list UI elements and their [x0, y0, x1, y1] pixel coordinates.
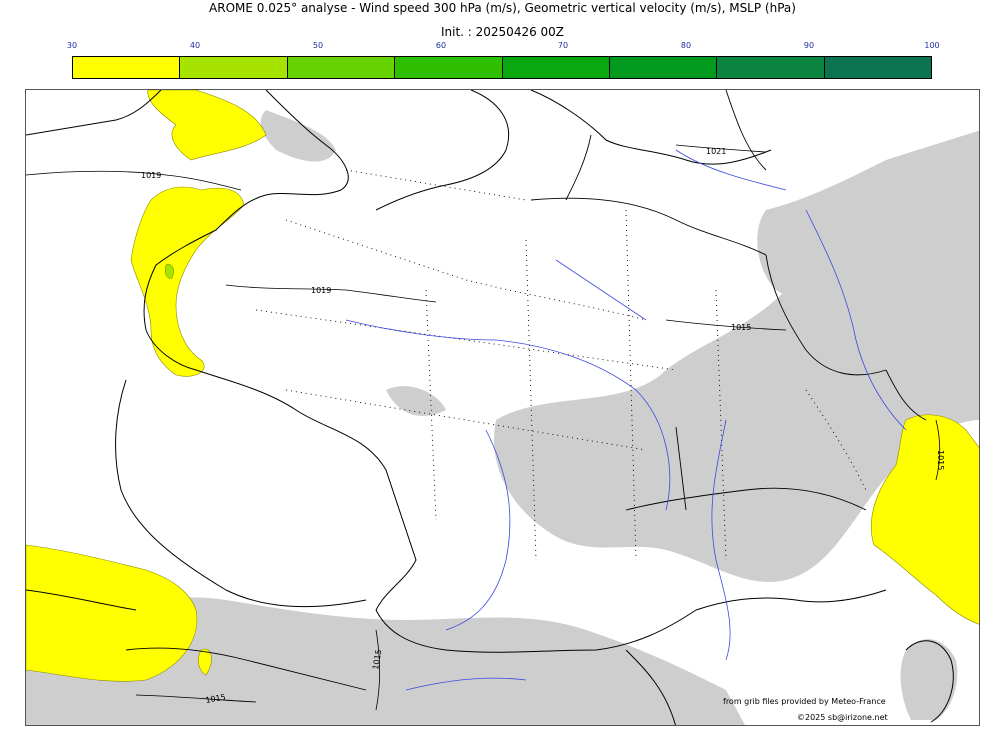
- vertical-velocity-areas: [26, 110, 979, 725]
- colorbar-segment: [502, 57, 610, 78]
- colorbar-tick: 50: [312, 41, 324, 50]
- colorbar-tick: 100: [924, 41, 940, 50]
- colorbar-segment: [287, 57, 396, 78]
- isobar-label: 1015: [936, 450, 945, 470]
- isobar-label: 1021: [706, 147, 726, 156]
- colorbar-tick: 80: [680, 41, 692, 50]
- colorbar-segment: [73, 57, 181, 78]
- colorbar-tick: 40: [189, 41, 201, 50]
- colorbar-segment: [717, 57, 825, 78]
- isobar-label: 1015: [731, 323, 751, 332]
- rivers: [345, 149, 907, 691]
- regional-boundaries: [255, 169, 867, 561]
- isobar-label: 1019: [141, 171, 161, 180]
- map-canvas: 1019 1019 1021 1015 1015 1015 1015: [26, 90, 979, 725]
- isobar-label: 1015: [371, 649, 383, 671]
- colorbar-segment: [180, 57, 288, 78]
- data-source-credit: from grib files provided by Meteo-France: [723, 697, 886, 706]
- borders: [125, 90, 927, 691]
- isobar-labels: 1019 1019 1021 1015 1015 1015 1015: [141, 147, 945, 705]
- coastlines: [26, 90, 954, 725]
- isobars: [26, 144, 941, 711]
- colorbar-segment: [609, 57, 718, 78]
- colorbar-tick: 60: [435, 41, 447, 50]
- chart-title: AROME 0.025° analyse - Wind speed 300 hP…: [209, 1, 796, 15]
- init-time: Init. : 20250426 00Z: [440, 25, 565, 39]
- weather-map: 1019 1019 1021 1015 1015 1015 1015 from …: [25, 89, 980, 726]
- colorbar-tick: 30: [66, 41, 78, 50]
- colorbar-segment: [395, 57, 503, 78]
- colorbar-tick: 70: [557, 41, 569, 50]
- colorbar-tick: 90: [803, 41, 815, 50]
- colorbar-segment: [824, 57, 931, 78]
- copyright: ©2025 sb@irizone.net: [797, 713, 888, 722]
- isobar-label: 1019: [311, 286, 331, 295]
- wind-speed-areas-40: [165, 264, 174, 279]
- wind-speed-areas: [26, 90, 979, 682]
- colorbar: [72, 56, 932, 79]
- isobar-label: 1015: [205, 693, 227, 705]
